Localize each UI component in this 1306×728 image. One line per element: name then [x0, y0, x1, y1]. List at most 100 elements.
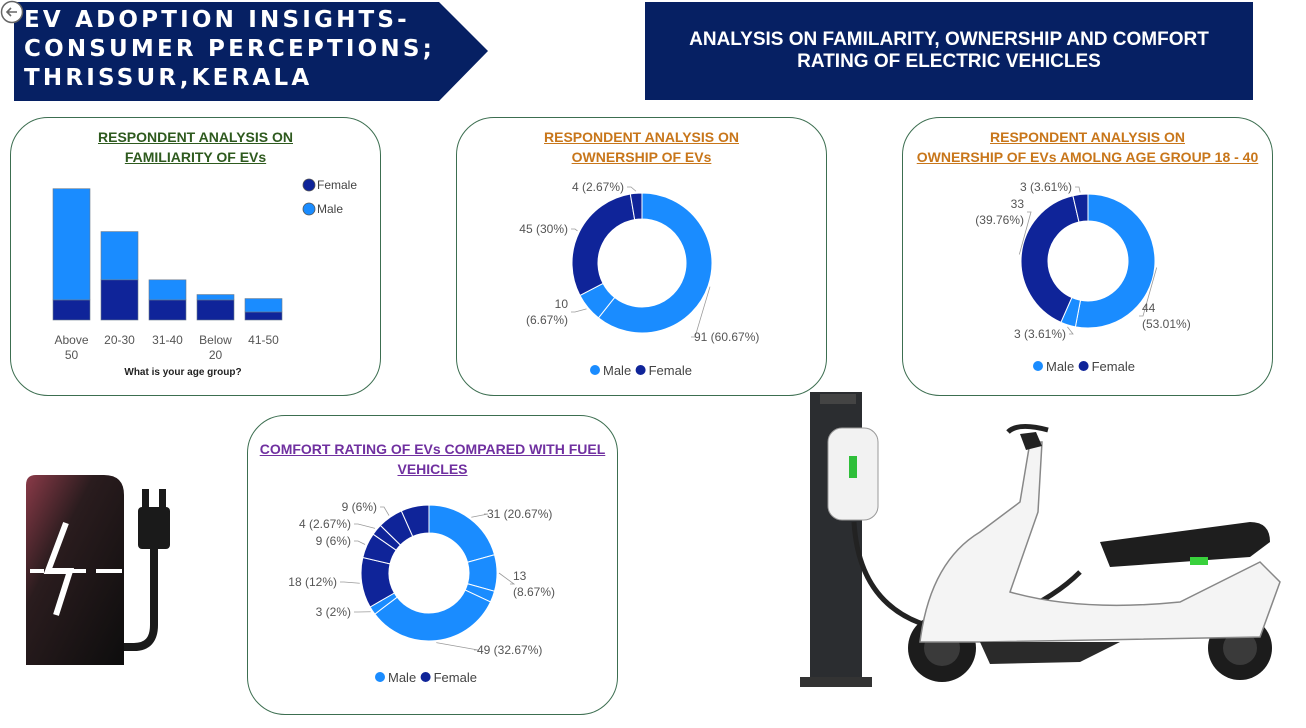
leader-line — [1139, 267, 1158, 317]
ownership-age-donut-chart: 44 (53.01%) 3 (3.61%) 33 (39.76%) 3 (3.61%) Ma… — [975, 180, 1191, 374]
title-line: CONSUMER PERCEPTIONS; — [24, 36, 435, 62]
data-label: 9 (6%) — [316, 534, 351, 548]
data-label: 45 (30%) — [519, 222, 568, 236]
x-tick-label: Below — [199, 333, 232, 347]
donut-slice-male[interactable] — [597, 192, 713, 334]
donut-slice-female[interactable] — [629, 192, 643, 221]
title-line: RESPONDENT ANALYSIS ON — [544, 129, 739, 145]
legend-marker — [420, 672, 431, 682]
legend-marker — [590, 365, 600, 375]
data-label: 18 (12%) — [288, 575, 337, 589]
legend-label: Female — [1092, 359, 1135, 374]
leader-line — [571, 228, 578, 232]
legend-marker — [302, 202, 316, 216]
ownership-chart-title: RESPONDENT ANALYSIS ON OWNERSHIP OF EVs — [457, 127, 826, 167]
leader-line — [471, 513, 489, 518]
x-tick-label: 41-50 — [248, 333, 279, 347]
data-label: 10 — [555, 297, 569, 311]
title-line: FAMILIARITY OF EVs — [124, 149, 267, 165]
x-tick-label: 20-30 — [104, 333, 135, 347]
ev-charger-illustration — [26, 475, 170, 665]
leader-line — [380, 506, 390, 516]
leader-line — [1018, 211, 1032, 255]
comfort-chart-card: COMFORT RATING OF EVs COMPARED WITH FUEL… — [247, 415, 618, 715]
leader-line — [436, 642, 479, 651]
x-tick-label: 20 — [209, 348, 223, 362]
bar-male[interactable] — [196, 294, 235, 301]
title-line: COMFORT RATING OF EVs COMPARED WITH FUEL — [259, 441, 606, 457]
bar-female[interactable] — [52, 299, 91, 321]
legend-marker — [302, 178, 316, 192]
leader-line — [571, 308, 587, 313]
ownership-chart-card: RESPONDENT ANALYSIS ON OWNERSHIP OF EVs … — [456, 117, 827, 396]
data-label: 44 — [1142, 301, 1156, 315]
legend-label: Male — [1046, 359, 1074, 374]
x-tick-label: 50 — [65, 348, 79, 362]
ownership-age-chart-card: RESPONDENT ANALYSIS ON OWNERSHIP OF EVs … — [902, 117, 1273, 396]
bar-male[interactable] — [148, 279, 187, 301]
comfort-donut-chart: 31 (20.67%) 13 (8.67%) 49 (32.67%) 3 (2%) 18 … — [288, 500, 555, 685]
ownership-donut-chart: 91 (60.67%) 10 (6.67%) 45 (30%) 4 (2.67%) Mal… — [519, 180, 759, 378]
leader-line — [691, 286, 711, 338]
subtitle-line: RATING OF ELECTRIC VEHICLES — [797, 51, 1101, 72]
subtitle-text: ANALYSIS ON FAMILARITY, OWNERSHIP AND CO… — [669, 29, 1229, 73]
title-line: OWNERSHIP OF EVs AMOLNG AGE GROUP 18 - 4… — [916, 149, 1259, 165]
legend-label: Male — [388, 670, 416, 685]
legend-marker — [1033, 361, 1043, 371]
leader-line — [498, 572, 516, 585]
title-line: VEHICLES — [397, 461, 468, 477]
x-tick-label: 31-40 — [152, 333, 183, 347]
legend-label: Female — [317, 178, 357, 192]
data-label: 13 — [513, 569, 527, 583]
leader-line — [627, 186, 637, 192]
title-banner-shape — [14, 2, 488, 101]
bar-female[interactable] — [148, 299, 187, 321]
data-label: 31 (20.67%) — [487, 507, 552, 521]
donut-slice-male[interactable] — [428, 504, 496, 563]
familiarity-chart-title: RESPONDENT ANALYSIS ON FAMILIARITY OF EV… — [11, 127, 380, 167]
x-axis-label: What is your age group? — [124, 367, 241, 378]
subtitle-banner: ANALYSIS ON FAMILARITY, OWNERSHIP AND CO… — [645, 2, 1253, 100]
data-label: 33 — [1011, 197, 1025, 211]
bar-female[interactable] — [196, 299, 235, 321]
donut-slice-female[interactable] — [1072, 193, 1089, 223]
donut-slice-female[interactable] — [1020, 195, 1080, 323]
data-label: (6.67%) — [526, 313, 568, 327]
data-label: 3 (2%) — [316, 605, 351, 619]
title-line: OWNERSHIP OF EVs — [571, 149, 712, 165]
donut-slice-female[interactable] — [400, 504, 430, 538]
title-line: RESPONDENT ANALYSIS ON — [990, 129, 1185, 145]
title-line: RESPONDENT ANALYSIS ON — [98, 129, 293, 145]
data-label: 49 (32.67%) — [477, 643, 542, 657]
donut-slice-male[interactable] — [374, 589, 492, 642]
legend-label: Female — [649, 363, 692, 378]
data-label: (53.01%) — [1142, 317, 1191, 331]
back-arrow-icon[interactable] — [0, 0, 26, 24]
bar-female[interactable] — [100, 279, 139, 321]
comfort-chart-title: COMFORT RATING OF EVs COMPARED WITH FUEL… — [248, 439, 617, 479]
x-tick-label: Above — [54, 333, 88, 347]
leader-line — [1075, 186, 1081, 193]
bar-female[interactable] — [244, 311, 283, 321]
bar-male[interactable] — [52, 188, 91, 301]
leader-line — [354, 523, 376, 529]
legend-marker — [635, 365, 646, 375]
leader-line — [340, 581, 360, 584]
legend-marker — [1078, 361, 1089, 371]
bar-male[interactable] — [100, 231, 139, 281]
data-label: 3 (3.61%) — [1020, 180, 1072, 194]
data-label: (8.67%) — [513, 585, 555, 599]
electric-scooter-charging-photo — [800, 392, 1281, 687]
data-label: 3 (3.61%) — [1014, 327, 1066, 341]
donut-slice-male[interactable] — [1074, 193, 1156, 329]
bar-male[interactable] — [244, 298, 283, 313]
data-label: 4 (2.67%) — [572, 180, 624, 194]
donut-slice-female[interactable] — [571, 193, 636, 297]
leader-line — [1067, 326, 1074, 335]
data-label: (39.76%) — [975, 213, 1024, 227]
title-line: THRISSUR,KERALA — [24, 65, 313, 91]
dashboard-title: EV ADOPTION INSIGHTS- CONSUMER PERCEPTIO… — [24, 6, 464, 93]
title-line: EV ADOPTION INSIGHTS- — [24, 7, 410, 33]
data-label: 4 (2.67%) — [299, 517, 351, 531]
